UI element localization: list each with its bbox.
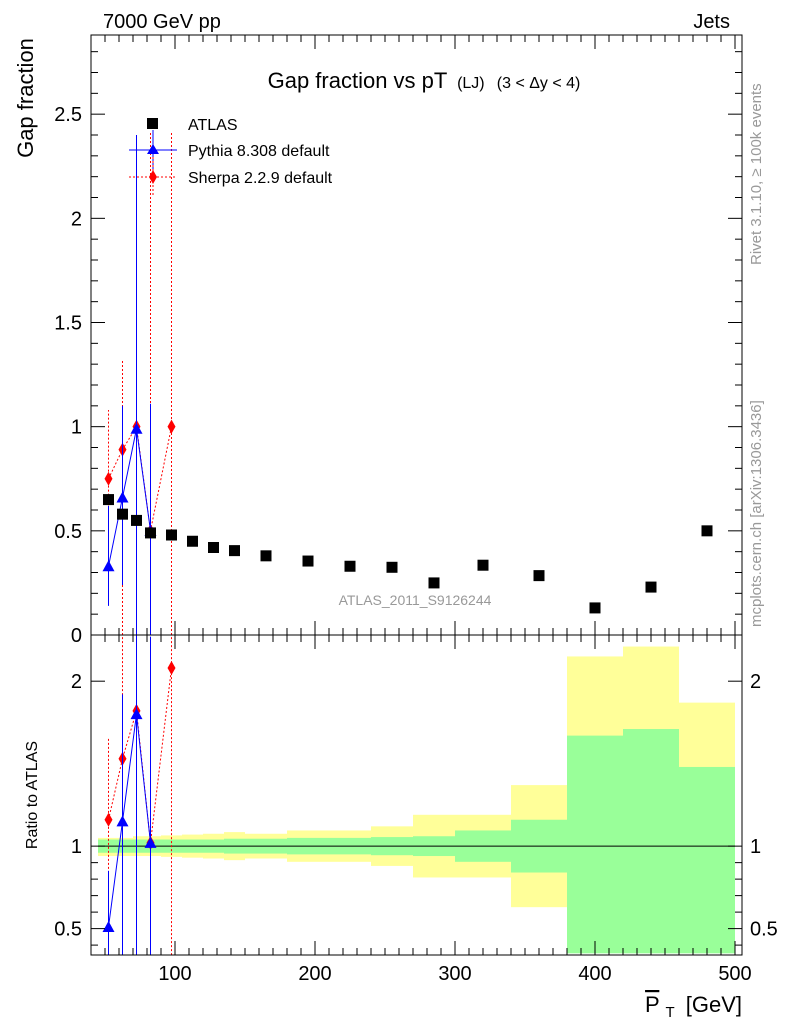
ratio-panel: 100 200 300 400 500 0.5 0.5 1 1 2 2 Ratio to ATLAS… xyxy=(24,634,778,1022)
x-axis-label-main: P xyxy=(645,992,659,1017)
atlas-point xyxy=(229,545,240,557)
atlas-point xyxy=(701,525,713,537)
legend-atlas-marker xyxy=(147,118,158,129)
ratio-y-tick-label-right: 2 xyxy=(750,671,761,693)
top-y-tick-label: 1.5 xyxy=(54,313,82,335)
atlas-point xyxy=(187,535,198,547)
ratio-sherpa-line xyxy=(108,667,172,843)
x-tick-label: 200 xyxy=(298,963,331,985)
atlas-point xyxy=(302,555,314,567)
ratio-panel-ylabel: Ratio to ATLAS xyxy=(24,741,41,849)
ratio-pythia-line xyxy=(108,714,151,928)
pythia-point xyxy=(116,491,129,503)
ratio-y-tick-label: 1 xyxy=(71,836,82,858)
atlas-point xyxy=(208,542,219,553)
ratio-y-tick-label-right: 0.5 xyxy=(750,919,778,941)
ratio-y-tick-label: 2 xyxy=(71,671,82,693)
x-tick-label: 300 xyxy=(438,963,471,985)
atlas-point xyxy=(386,561,398,573)
ratio-band-inner xyxy=(679,766,735,954)
ratio-sherpa-point xyxy=(104,812,113,827)
atlas-point xyxy=(428,577,440,589)
chart-title-main: Gap fraction vs pT xyxy=(268,68,447,93)
x-axis-label-sub: T xyxy=(665,1004,674,1021)
atlas-point xyxy=(166,529,177,541)
ratio-pythia-point xyxy=(130,708,143,720)
ratio-band-inner xyxy=(623,729,679,954)
x-axis-label-unit: [GeV] xyxy=(686,992,742,1017)
atlas-point xyxy=(344,560,356,572)
atlas-point xyxy=(131,514,142,526)
sherpa-point xyxy=(167,419,176,434)
top-y-tick-label: 2.5 xyxy=(54,104,82,126)
atlas-point xyxy=(103,494,114,506)
ratio-y-tick-label-right: 1 xyxy=(750,836,761,858)
top-y-tick-label: 0.5 xyxy=(54,521,82,543)
legend-sherpa-label: Sherpa 2.2.9 default xyxy=(188,170,333,187)
sherpa-point xyxy=(104,471,113,486)
watermark-analysis: ATLAS_2011_S9126244 xyxy=(339,592,492,608)
legend: ATLAS Pythia 8.308 default Sherpa 2.2.9 … xyxy=(129,117,333,197)
top-y-tick-label: 2 xyxy=(71,208,82,230)
pythia-line xyxy=(108,428,151,567)
top-y-tick-label: 0 xyxy=(71,625,82,647)
atlas-point xyxy=(477,559,489,571)
atlas-point xyxy=(117,508,128,520)
atlas-point xyxy=(260,550,272,562)
ratio-band-inner xyxy=(567,735,623,954)
atlas-point xyxy=(645,581,657,593)
chart-title-range: (3 < Δy < 4) xyxy=(497,75,581,92)
top-panel-ylabel: Gap fraction xyxy=(13,38,38,158)
top-y-tick-label: 1 xyxy=(71,417,82,439)
pythia-point xyxy=(130,422,143,434)
x-tick-label: 500 xyxy=(718,963,751,985)
sherpa-line xyxy=(108,425,172,531)
ratio-panel-axes: 100 200 300 400 500 0.5 0.5 1 1 2 2 xyxy=(54,635,778,985)
header-left: 7000 GeV pp xyxy=(103,11,221,33)
x-axis-label: P T [GeV] xyxy=(645,992,742,1022)
rivet-label: Rivet 3.1.10, ≥ 100k events xyxy=(748,83,765,265)
x-tick-label: 400 xyxy=(578,963,611,985)
ratio-panel-frame xyxy=(90,634,743,956)
chart-title-sub: (LJ) xyxy=(457,75,485,92)
legend-pythia-label: Pythia 8.308 default xyxy=(188,143,330,160)
ratio-panel-marks xyxy=(98,635,735,955)
atlas-point xyxy=(145,527,156,539)
ratio-pythia-point xyxy=(116,815,129,827)
x-tick-label: 100 xyxy=(158,963,191,985)
top-panel-marks xyxy=(102,132,713,635)
ratio-pythia-point xyxy=(102,920,115,932)
top-panel: 0 0.5 1 1.5 2 2.5 Gap fraction Gap fraction v… xyxy=(13,34,743,647)
atlas-point xyxy=(589,602,601,614)
atlas-point xyxy=(533,570,545,582)
legend-sherpa-marker xyxy=(149,170,157,184)
ratio-y-tick-label: 0.5 xyxy=(54,919,82,941)
legend-pythia-marker xyxy=(147,144,159,154)
mcplots-label: mcplots.cern.ch [arXiv:1306.3436] xyxy=(748,400,765,627)
header-right: Jets xyxy=(693,11,730,33)
ratio-pythia-point xyxy=(144,836,157,848)
chart-title: Gap fraction vs pT (LJ) (3 < Δy < 4) xyxy=(268,68,581,93)
pythia-point xyxy=(102,560,115,572)
top-panel-axes: 0 0.5 1 1.5 2 2.5 xyxy=(54,35,742,647)
ratio-sherpa-point xyxy=(167,660,176,675)
legend-atlas-label: ATLAS xyxy=(188,117,238,134)
